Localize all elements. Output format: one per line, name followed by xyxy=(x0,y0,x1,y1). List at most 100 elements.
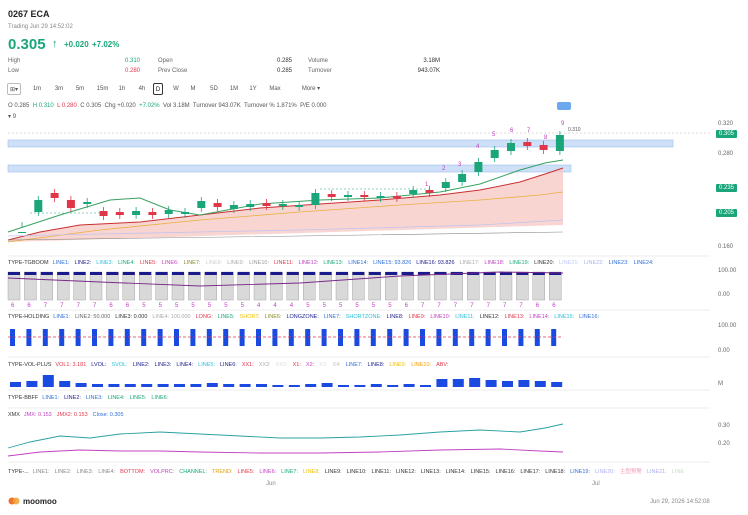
type8-line-0: LINE1: xyxy=(32,469,50,475)
volume-bar xyxy=(223,384,235,387)
candle-body xyxy=(523,142,532,146)
tgboom-count: 7 xyxy=(454,303,458,309)
xmx-title[interactable]: XMX xyxy=(8,412,20,418)
period-d[interactable]: D xyxy=(153,83,163,95)
volume-bar xyxy=(338,385,349,387)
candle-body xyxy=(507,143,515,151)
period-w[interactable]: W xyxy=(173,86,179,92)
type8-line-10: LINE7: xyxy=(281,469,298,475)
tgboom-bar xyxy=(450,271,463,301)
tgboom-bar-top xyxy=(139,272,152,275)
tgboom-line-9: LINE10: xyxy=(249,260,269,266)
period-4h[interactable]: 4h xyxy=(138,86,146,92)
tgboom-bar-top xyxy=(352,272,365,275)
bbff-line-3: LINE4: xyxy=(107,395,125,401)
tgboom-title[interactable]: TYPE-TGBOOM xyxy=(8,260,49,266)
period-1m[interactable]: 1m xyxy=(32,86,42,92)
volume-bar xyxy=(141,384,153,387)
stock-name: ECA xyxy=(30,9,50,19)
wave-label: 4 xyxy=(476,144,480,150)
holding-bar xyxy=(141,329,147,346)
tgboom-bar-top xyxy=(40,272,53,275)
tgboom-count: 5 xyxy=(208,303,212,309)
tgboom-bar-top xyxy=(254,272,266,275)
volplus-line-13: X3: xyxy=(319,362,328,368)
volplus-line-7: LINE6: xyxy=(220,362,237,368)
type8-line-16: LINE13: xyxy=(420,469,441,475)
tgboom-line-20: LINE21: xyxy=(559,260,579,266)
holding-line-9: LINE7: xyxy=(323,314,341,320)
period-5m[interactable]: 5m xyxy=(75,86,85,92)
tgboom-line-3: LINE4: xyxy=(118,260,135,266)
high-label: High xyxy=(8,58,21,64)
holding-line-13: LINE10: xyxy=(430,314,451,320)
period-15m[interactable]: 15m xyxy=(96,86,109,92)
period-m[interactable]: M xyxy=(190,86,196,92)
period-1h[interactable]: 1h xyxy=(118,86,126,92)
tgboom-bar xyxy=(303,271,316,301)
period-5d[interactable]: 5D xyxy=(210,86,218,92)
tgboom-count: 7 xyxy=(487,303,491,309)
chart-settings-icon[interactable] xyxy=(557,102,571,110)
candle-body xyxy=(474,162,483,172)
volume-bar xyxy=(403,384,415,387)
volplus-title[interactable]: TYPE-VOL-PLUS xyxy=(8,362,52,368)
type8-line-12: LINE9: xyxy=(324,469,342,475)
tgboom-count: 5 xyxy=(323,303,327,309)
tgboom-bar-top xyxy=(368,272,381,275)
tgboom-bar-top xyxy=(286,272,299,275)
volume-bar xyxy=(124,384,136,387)
more-button[interactable]: More ▾ xyxy=(301,86,321,92)
indicator-collapse-toggle[interactable]: ▾ 9 xyxy=(8,114,17,120)
tgboom-bar-top xyxy=(270,272,283,275)
volplus-line-11: X1: xyxy=(292,362,301,368)
tgboom-count: 7 xyxy=(519,303,523,309)
prev-close-label: Prev Close xyxy=(158,68,188,74)
type8-line-1: LINE2: xyxy=(54,469,72,475)
period-3m[interactable]: 3m xyxy=(54,86,64,92)
holding-bar xyxy=(502,329,507,346)
holding-bar xyxy=(256,329,261,346)
tgboom-line-14: LINE15: 93.826 xyxy=(373,260,412,266)
tgboom-count: 6 xyxy=(405,303,409,309)
tgboom-count: 5 xyxy=(224,303,228,309)
price-tag-205: 0.205 xyxy=(716,209,738,217)
type8-line-23: LINE20: xyxy=(595,469,615,475)
holding-line-6: SHORT: xyxy=(239,314,260,320)
type8-line-19: LINE16: xyxy=(495,469,516,475)
tgboom-bar xyxy=(417,271,431,301)
bbff-title[interactable]: TYPE-BBFF xyxy=(8,395,39,401)
tgboom-count: 4 xyxy=(273,303,277,309)
period-1y[interactable]: 1Y xyxy=(249,86,257,92)
candle-body xyxy=(18,232,26,233)
tgboom-bar xyxy=(155,271,168,301)
period-max[interactable]: Max xyxy=(269,86,281,92)
wave-label: 8 xyxy=(544,135,548,141)
holding-line-16: LINE13: xyxy=(504,314,525,320)
holding-bar xyxy=(354,329,360,346)
tgboom-line-23: LINE24: xyxy=(633,260,654,266)
volplus-line-19: ABV: xyxy=(436,362,449,368)
tgboom-line-0: LINE1: xyxy=(52,260,70,266)
type8-line-11: LINE8: xyxy=(303,469,320,475)
type8-line-15: LINE12: xyxy=(396,469,416,475)
type8-title[interactable]: TYPE-... xyxy=(8,469,29,475)
layout-dropdown[interactable]: ⊞▾ xyxy=(7,83,21,95)
tgboom-bar-top xyxy=(57,272,70,275)
period-1m[interactable]: 1M xyxy=(229,86,239,92)
volume-bar xyxy=(239,384,251,387)
volplus-line-16: LINE8: xyxy=(367,362,385,368)
candle-body xyxy=(262,203,271,206)
holding-bar xyxy=(124,329,130,346)
holding-bar xyxy=(551,329,557,346)
volume-bar xyxy=(518,380,530,387)
tgboom-bar-top xyxy=(336,272,348,275)
tgboom-bar xyxy=(220,271,234,301)
price-change: +0.020 xyxy=(64,40,89,49)
holding-title[interactable]: TYPE-HOLDING xyxy=(8,314,50,320)
volume-bar xyxy=(469,378,481,387)
tgboom-axis-bottom: 0.00 xyxy=(718,292,730,298)
tgboom-bar xyxy=(73,271,86,301)
holding-bar xyxy=(59,329,65,346)
